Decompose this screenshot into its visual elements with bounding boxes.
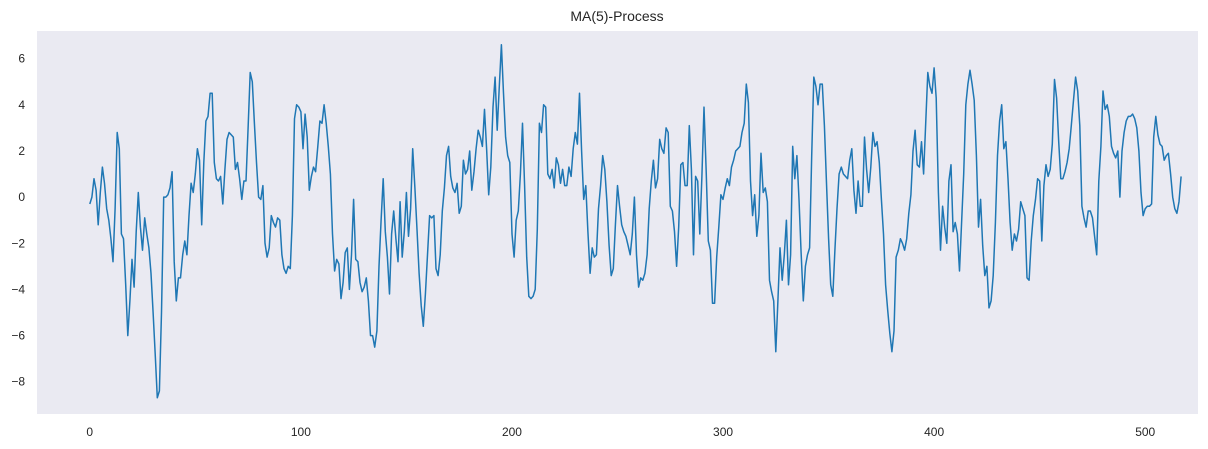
y-tick-label: 4 [18, 98, 25, 112]
y-tick-label: 2 [18, 144, 25, 158]
y-tick-label: 6 [18, 52, 25, 66]
x-tick-label: 200 [502, 425, 522, 439]
x-tick-label: 400 [924, 425, 944, 439]
y-tick-label: 0 [18, 190, 25, 204]
y-tick-label: −8 [11, 375, 25, 389]
x-tick-label: 100 [291, 425, 311, 439]
x-tick-label: 0 [86, 425, 93, 439]
series-line-ma5 [89, 44, 1182, 399]
x-tick-label: 300 [713, 425, 733, 439]
chart-title: MA(5)-Process [570, 8, 663, 24]
x-tick-label: 500 [1135, 425, 1155, 439]
y-tick-label: −4 [11, 282, 25, 296]
y-tick-label: −6 [11, 329, 25, 343]
plot-area [37, 31, 1198, 414]
y-tick-label: −2 [11, 236, 25, 250]
x-axis-ticks: 0 100 200 300 400 500 [86, 425, 1155, 439]
y-axis-ticks: −8 −6 −4 −2 0 2 4 6 [11, 52, 25, 389]
